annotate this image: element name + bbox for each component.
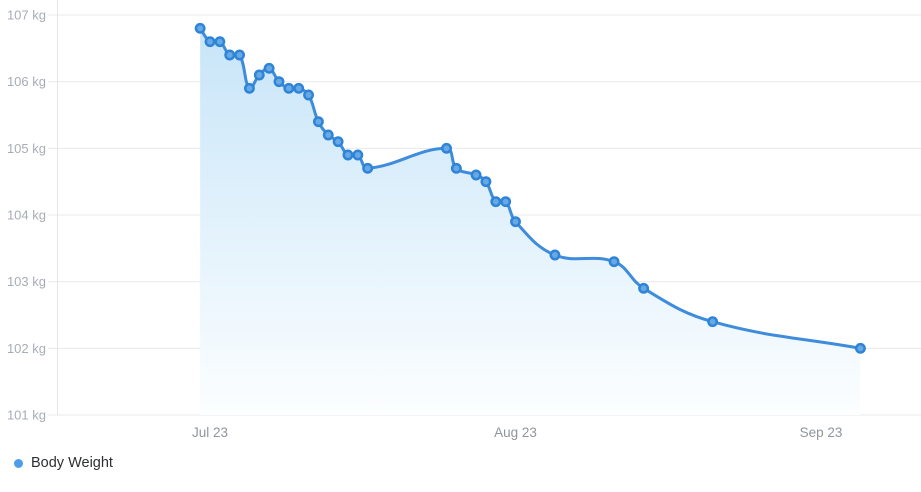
data-point-aug-3[interactable] (312, 116, 324, 128)
data-point-aug-22[interactable] (500, 196, 512, 208)
y-tick-label: 106 kg (7, 74, 46, 89)
data-point-aug-8[interactable] (362, 162, 374, 174)
x-tick-label: Aug 23 (494, 425, 537, 440)
y-tick-label: 104 kg (7, 207, 46, 222)
chart-area-fill (200, 28, 861, 415)
data-point-sep-12[interactable] (707, 316, 719, 328)
data-point-aug-7[interactable] (352, 149, 364, 161)
data-point-jul-25[interactable] (224, 49, 236, 61)
data-point-aug-17[interactable] (450, 162, 462, 174)
data-point-jul-27[interactable] (243, 82, 255, 94)
data-point-aug-1[interactable] (293, 82, 305, 94)
data-point-jul-22[interactable] (194, 22, 206, 34)
data-point-sep-5[interactable] (638, 282, 650, 294)
data-point-aug-20[interactable] (480, 176, 492, 188)
data-point-sep-27[interactable] (854, 342, 866, 354)
data-point-jul-29[interactable] (263, 62, 275, 74)
y-tick-label: 105 kg (7, 141, 46, 156)
data-point-aug-5[interactable] (332, 136, 344, 148)
data-point-jul-24[interactable] (214, 36, 226, 48)
data-point-jul-30[interactable] (273, 76, 285, 88)
data-point-aug-6[interactable] (342, 149, 354, 161)
data-point-aug-4[interactable] (322, 129, 334, 141)
y-tick-label: 101 kg (7, 407, 46, 422)
y-tick-label: 102 kg (7, 341, 46, 356)
legend-dot-icon (14, 458, 23, 468)
data-point-aug-2[interactable] (303, 89, 314, 101)
data-point-jul-23[interactable] (204, 36, 216, 48)
y-tick-label: 103 kg (7, 274, 46, 289)
x-tick-label: Sep 23 (800, 425, 843, 440)
data-point-aug-16[interactable] (441, 142, 452, 154)
y-tick-label: 107 kg (7, 8, 46, 23)
data-point-aug-19[interactable] (470, 169, 482, 181)
data-point-sep-2[interactable] (608, 256, 620, 268)
data-point-jul-28[interactable] (253, 69, 265, 81)
data-point-aug-21[interactable] (490, 196, 502, 208)
data-point-aug-27[interactable] (549, 249, 561, 261)
body-weight-chart: 107 kg 106 kg 105 kg 104 kg 103 kg 102 kg 101 … (7, 0, 921, 440)
data-point-jul-31[interactable] (283, 82, 295, 94)
chart-canvas: 107 kg 106 kg 105 kg 104 kg 103 kg 102 kg 101 … (7, 0, 921, 440)
x-tick-label: Jul 23 (192, 425, 228, 440)
data-point-aug-23[interactable] (510, 216, 521, 228)
chart-legend: Body Weight (14, 455, 113, 471)
legend-item-body-weight[interactable]: Body Weight (14, 455, 113, 471)
legend-label: Body Weight (31, 455, 113, 471)
data-point-jul-26[interactable] (234, 49, 246, 61)
